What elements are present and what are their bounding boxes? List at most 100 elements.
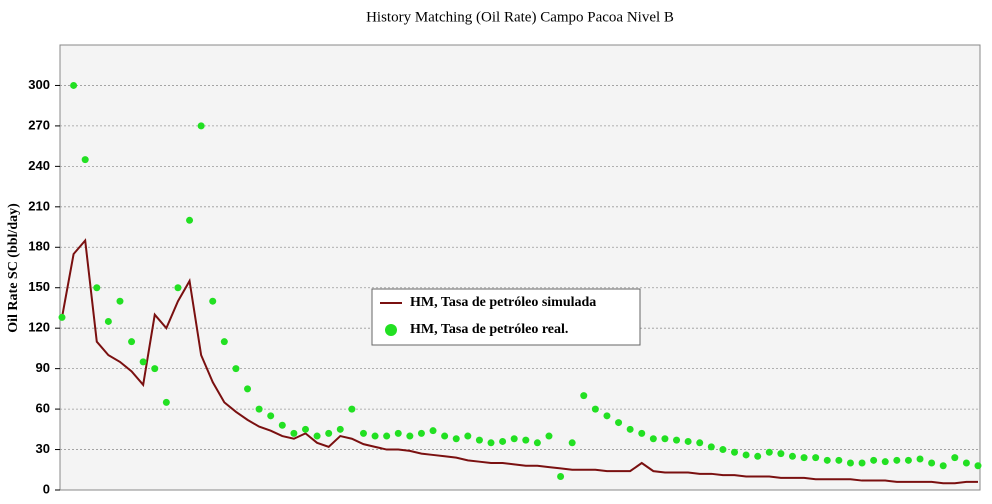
- scatter-point: [151, 365, 159, 373]
- y-tick-label: 210: [28, 198, 50, 213]
- scatter-point: [916, 455, 924, 463]
- scatter-point: [928, 459, 936, 467]
- chart-title: History Matching (Oil Rate) Campo Pacoa …: [366, 9, 674, 25]
- plot-area: [59, 44, 981, 491]
- marks: [58, 81, 982, 485]
- legend-swatch: [385, 324, 397, 336]
- y-tick-label: 90: [36, 360, 50, 375]
- scatter-point: [777, 450, 785, 458]
- y-tick-label: 60: [36, 401, 50, 416]
- scatter-point: [707, 443, 715, 451]
- scatter-point: [452, 435, 460, 443]
- scatter-point: [267, 412, 275, 420]
- scatter-point: [128, 338, 136, 346]
- scatter-point: [812, 454, 820, 462]
- scatter-point: [278, 421, 286, 429]
- y-tick-label: 150: [28, 279, 50, 294]
- scatter-point: [765, 448, 773, 456]
- scatter-point: [800, 454, 808, 462]
- scatter-point: [383, 432, 391, 440]
- scatter-point: [533, 439, 541, 447]
- y-tick-label: 120: [28, 320, 50, 335]
- scatter-point: [858, 459, 866, 467]
- scatter-point: [313, 432, 321, 440]
- scatter-point: [417, 429, 425, 437]
- scatter-point: [116, 297, 124, 305]
- y-tick-label: 270: [28, 117, 50, 132]
- scatter-point: [464, 432, 472, 440]
- scatter-point: [615, 419, 623, 427]
- scatter-point: [719, 446, 727, 454]
- legend-label: HM, Tasa de petróleo real.: [410, 322, 568, 337]
- scatter-point: [186, 216, 194, 224]
- scatter-point: [475, 436, 483, 444]
- scatter-point: [104, 317, 112, 325]
- scatter-point: [209, 297, 217, 305]
- scatter-point: [325, 429, 333, 437]
- scatter-point: [255, 405, 263, 413]
- scatter-point: [731, 448, 739, 456]
- scatter-point: [522, 436, 530, 444]
- y-axis-label: Oil Rate SC (bbl/day): [6, 203, 21, 333]
- scatter-point: [603, 412, 611, 420]
- scatter-point: [290, 429, 298, 437]
- scatter-point: [487, 439, 495, 447]
- scatter-point: [939, 462, 947, 470]
- line-series: [61, 238, 978, 485]
- scatter-point: [846, 459, 854, 467]
- scatter-point: [904, 456, 912, 464]
- scatter-point: [638, 429, 646, 437]
- scatter-point: [70, 81, 78, 89]
- scatter-point: [510, 435, 518, 443]
- y-tick-label: 300: [28, 77, 50, 92]
- scatter-point: [58, 313, 66, 321]
- scatter-point: [81, 156, 89, 164]
- legend: [371, 288, 641, 346]
- scatter-point: [545, 432, 553, 440]
- scatter-point: [881, 458, 889, 466]
- scatter-point: [359, 429, 367, 437]
- y-tick-label: 0: [43, 481, 50, 496]
- scatter-point: [951, 454, 959, 462]
- scatter-point: [591, 405, 599, 413]
- scatter-point: [684, 437, 692, 445]
- scatter-point: [139, 358, 147, 366]
- scatter-point: [893, 456, 901, 464]
- scatter-point: [220, 338, 228, 346]
- scatter-point: [870, 456, 878, 464]
- scatter-point: [441, 432, 449, 440]
- scatter-point: [696, 439, 704, 447]
- scatter-point: [661, 435, 669, 443]
- scatter-point: [742, 451, 750, 459]
- scatter-point: [754, 452, 762, 460]
- y-tick-label: 30: [36, 441, 50, 456]
- scatter-point: [823, 456, 831, 464]
- scatter-point: [232, 365, 240, 373]
- scatter-point: [788, 452, 796, 460]
- scatter-point: [371, 432, 379, 440]
- scatter-point: [197, 122, 205, 130]
- scatter-point: [429, 427, 437, 435]
- scatter-point: [962, 459, 970, 467]
- scatter-point: [162, 398, 170, 406]
- scatter-point: [974, 462, 982, 470]
- y-tick-label: 240: [28, 158, 50, 173]
- scatter-point: [93, 284, 101, 292]
- legend-label: HM, Tasa de petróleo simulada: [410, 295, 596, 310]
- scatter-point: [244, 385, 252, 393]
- scatter-point: [568, 439, 576, 447]
- scatter-point: [835, 456, 843, 464]
- scatter-point: [626, 425, 634, 433]
- scatter-point: [336, 425, 344, 433]
- y-tick-label: 180: [28, 239, 50, 254]
- scatter-point: [348, 405, 356, 413]
- scatter-point: [406, 432, 414, 440]
- scatter-point: [394, 429, 402, 437]
- scatter-point: [301, 425, 309, 433]
- scatter-point: [673, 436, 681, 444]
- scatter-point: [557, 473, 565, 481]
- scatter-point: [649, 435, 657, 443]
- scatter-point: [499, 437, 507, 445]
- scatter-point: [174, 284, 182, 292]
